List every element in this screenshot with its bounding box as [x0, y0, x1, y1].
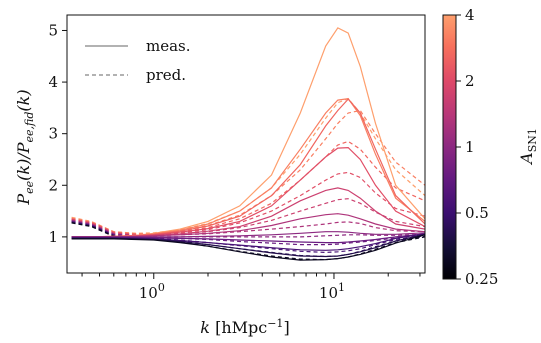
y-axis: 1 2 3 4 5 — [48, 21, 67, 246]
x-label-bracket-close: ] — [283, 318, 289, 337]
x-axis: 100 101 — [81, 273, 421, 302]
legend: meas. pred. — [85, 37, 191, 84]
colorbar-tick-label: 4 — [465, 6, 475, 24]
x-tick-label: 100 — [139, 281, 165, 302]
y-tick-label: 4 — [48, 73, 58, 91]
pred-line-1 — [71, 109, 425, 235]
legend-label-meas: meas. — [146, 37, 191, 55]
x-tick-base: 10 — [319, 284, 338, 302]
colorbar: 4 2 1 0.5 0.25 ASN1 — [442, 6, 539, 288]
plot-lines — [71, 27, 425, 261]
y-label-num: P — [14, 194, 33, 206]
x-label-sup: −1 — [267, 317, 283, 330]
legend-label-pred: pred. — [146, 66, 186, 84]
x-tick-exp: 1 — [338, 281, 345, 294]
pred-line-7 — [71, 220, 425, 246]
y-label-den-sub: ee,fid — [23, 112, 36, 143]
colorbar-tick-label: 1 — [465, 138, 475, 156]
meas-line-10 — [71, 234, 425, 261]
colorbar-label-sub: SN1 — [526, 128, 539, 152]
meas-line-2 — [71, 98, 425, 238]
meas-line-7 — [71, 233, 425, 244]
x-tick-exp: 0 — [158, 281, 165, 294]
colorbar-tick-label: 2 — [465, 72, 475, 90]
colorbar-label-main: A — [517, 152, 536, 166]
x-axis-label: k [hMpc−1] — [200, 317, 289, 337]
y-label-den-arg: (k) — [14, 89, 33, 111]
colorbar-label: ASN1 — [517, 128, 539, 166]
pred-line-0 — [71, 97, 425, 234]
y-tick-label: 1 — [48, 228, 58, 246]
meas-line-1 — [71, 97, 425, 238]
y-label-num-arg: (k)/ — [14, 152, 33, 181]
x-tick-base: 10 — [139, 284, 158, 302]
y-tick-label: 5 — [48, 21, 58, 39]
plot-frame — [66, 14, 426, 274]
y-label-num-sub: ee — [23, 180, 36, 194]
y-label-den: P — [14, 142, 33, 154]
pred-line-2 — [71, 140, 425, 235]
y-tick-label: 3 — [48, 125, 58, 143]
x-label-pre: k — [200, 318, 215, 337]
y-tick-label: 2 — [48, 176, 58, 194]
colorbar-tick-label: 0.25 — [465, 270, 498, 288]
colorbar-tick-label: 0.5 — [465, 204, 489, 222]
x-label-unit: hMpc — [221, 318, 267, 337]
x-tick-label: 101 — [319, 281, 345, 302]
x-label-bracket-open: [ — [215, 318, 221, 337]
pred-line-3 — [71, 171, 425, 236]
y-axis-label: Pee(k)/Pee,fid(k) — [14, 89, 36, 205]
colorbar-ticks: 4 2 1 0.5 0.25 — [456, 6, 498, 288]
colorbar-gradient — [442, 14, 457, 280]
